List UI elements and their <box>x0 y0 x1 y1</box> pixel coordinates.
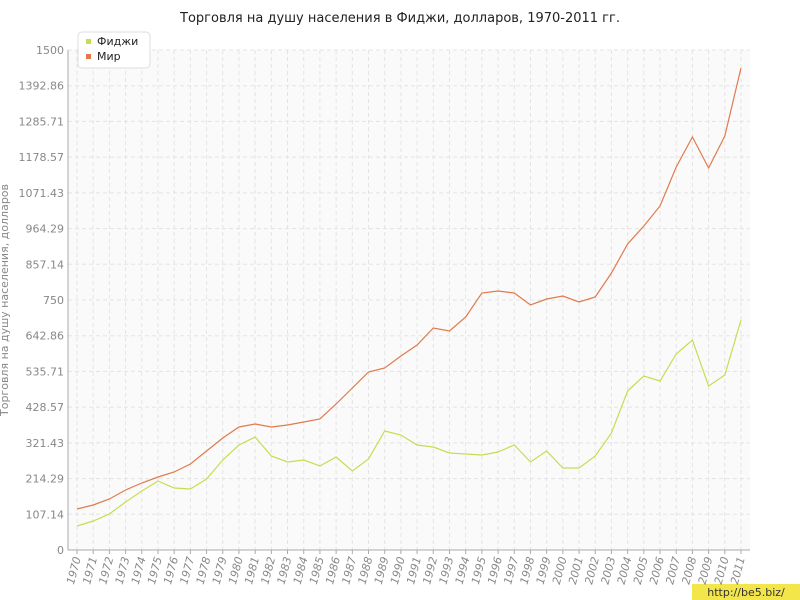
y-tick-label: 642.86 <box>26 330 65 343</box>
y-tick-label: 750 <box>43 294 64 307</box>
series-line <box>76 319 742 527</box>
y-tick-label: 107.14 <box>26 508 65 521</box>
legend-swatch <box>86 39 91 44</box>
y-tick-label: 1285.71 <box>19 115 65 128</box>
series-line <box>76 67 742 510</box>
y-axis-label: Торговля на душу населения, долларов <box>0 184 11 417</box>
y-tick-label: 0 <box>57 544 64 557</box>
chart-title: Торговля на душу населения в Фиджи, долл… <box>179 11 620 26</box>
legend-label: Фиджи <box>97 35 138 48</box>
y-tick-label: 964.29 <box>26 223 65 236</box>
y-tick-label: 1178.57 <box>19 151 65 164</box>
y-tick-label: 428.57 <box>26 401 65 414</box>
y-tick-label: 1071.43 <box>19 187 65 200</box>
watermark-bg <box>692 584 800 600</box>
grid <box>68 49 750 551</box>
y-tick-label: 321.43 <box>26 437 65 450</box>
legend: Фиджи Мир <box>77 31 151 69</box>
lines <box>76 67 742 527</box>
plot-area <box>68 50 750 550</box>
y-tick-label: 1392.86 <box>19 80 65 93</box>
y-tick-label: 1500 <box>36 44 64 57</box>
y-tick-label: 535.71 <box>26 365 65 378</box>
legend-label: Мир <box>97 50 121 63</box>
y-tick-label: 214.29 <box>26 473 65 486</box>
watermark: http://be5.biz/ <box>707 586 785 599</box>
legend-box <box>77 31 151 69</box>
legend-swatch <box>86 54 91 59</box>
y-tick-label: 857.14 <box>26 258 65 271</box>
